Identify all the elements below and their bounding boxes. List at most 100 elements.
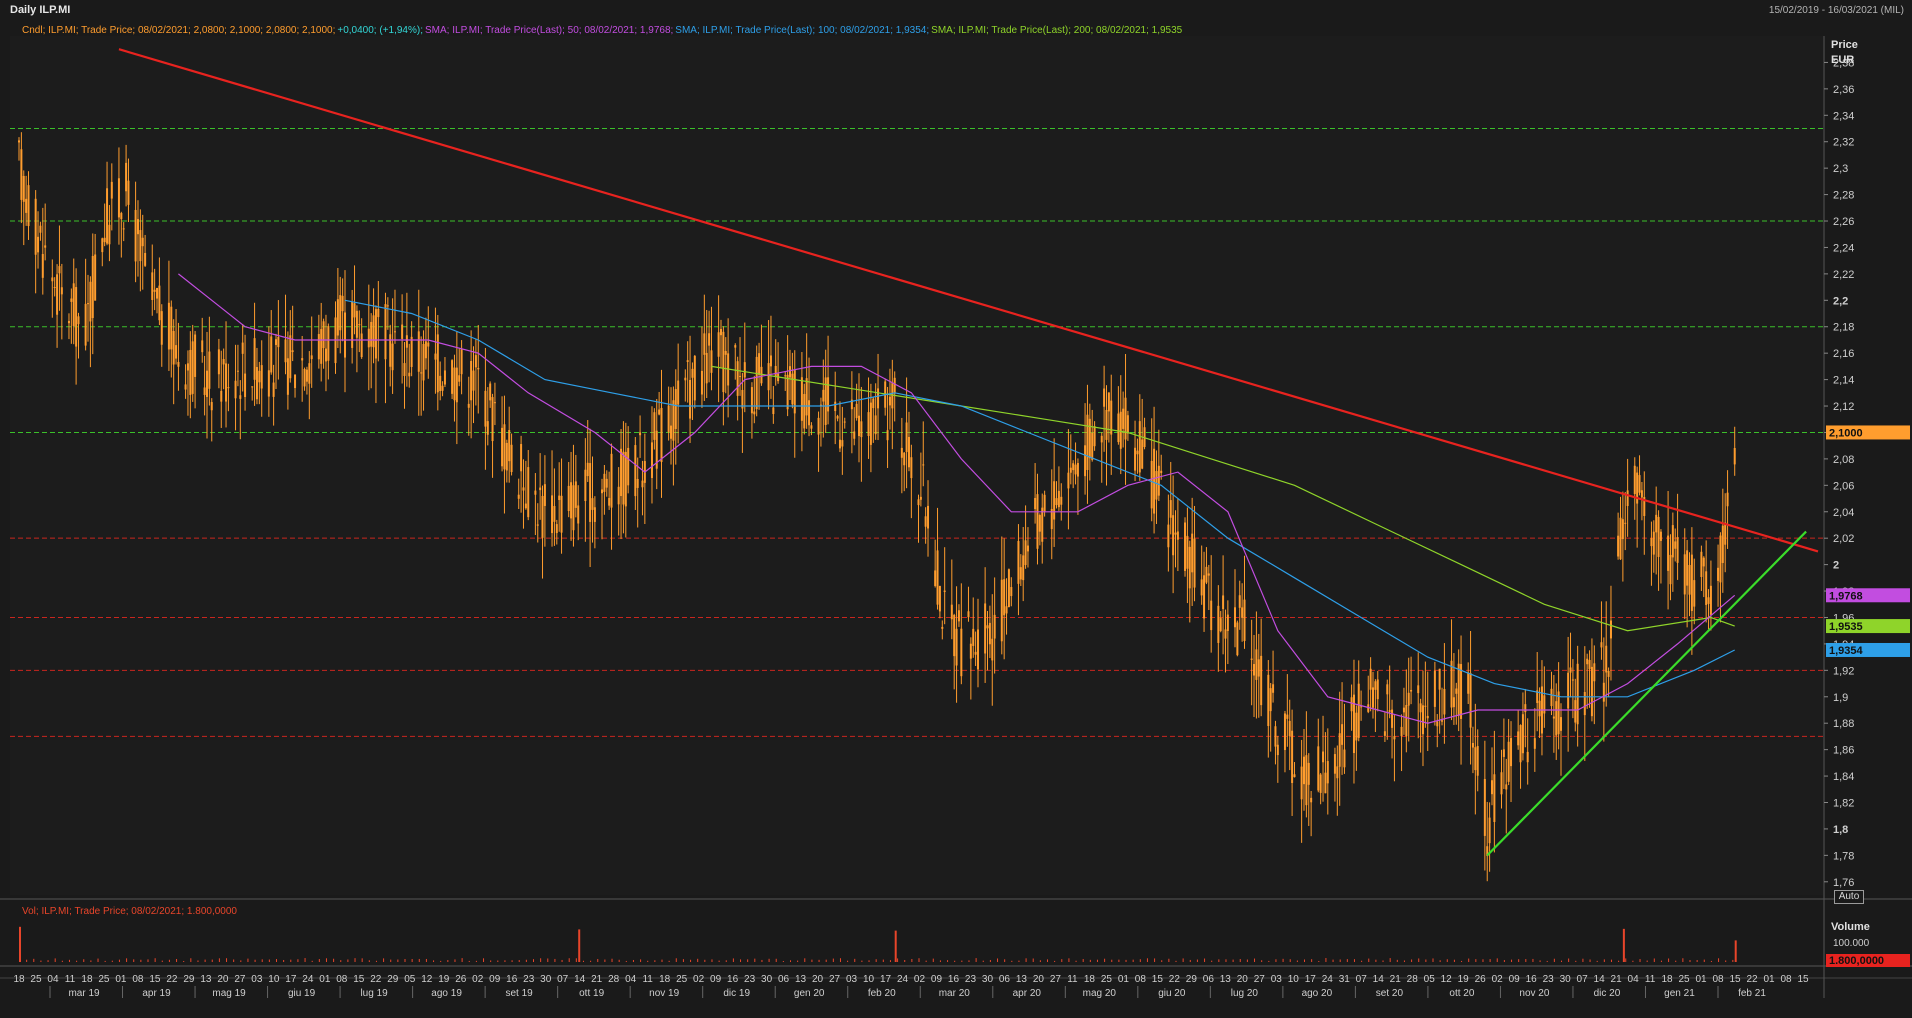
candle-body	[94, 254, 97, 301]
candle-body	[18, 140, 20, 143]
date-tick-label: 07	[1577, 974, 1589, 985]
candle-body	[208, 351, 211, 389]
volume-bar	[1439, 960, 1441, 962]
candle-body	[1724, 522, 1727, 545]
candle-body	[101, 238, 104, 253]
date-tick-label: 01	[1695, 974, 1707, 985]
candle-body	[1360, 706, 1363, 708]
volume-bar	[433, 960, 435, 962]
candle-body	[1676, 537, 1679, 563]
date-tick-label: 05	[404, 974, 416, 985]
candle-body	[455, 367, 458, 403]
volume-bar	[661, 959, 663, 962]
price-tick-label: 2,02	[1833, 533, 1854, 545]
candle-body	[472, 370, 475, 391]
candle-body	[758, 353, 761, 375]
volume-spike	[1622, 928, 1625, 962]
candle-body	[391, 343, 394, 371]
candle-body	[610, 453, 613, 508]
date-tick-label: 25	[98, 974, 110, 985]
candle-body	[819, 404, 822, 406]
candle-body	[324, 348, 327, 362]
chart-area[interactable]: 2,38 2,36 2,34 2,32 2,3 2,28 2,26 2,24 2,22 2,2 2,…	[0, 20, 1912, 1018]
candle-body	[967, 611, 970, 618]
date-tick-label: 27	[1254, 974, 1266, 985]
candle-body	[641, 480, 644, 488]
candle-body	[186, 363, 189, 371]
volume-bar	[325, 958, 327, 962]
candle-body	[577, 505, 580, 524]
volume-bar	[1218, 959, 1220, 962]
candle-body	[434, 353, 437, 360]
volume-bar	[1418, 958, 1420, 962]
candle-body	[341, 295, 344, 312]
volume-bar	[1403, 960, 1405, 962]
candle-body	[355, 310, 358, 338]
candle-body	[484, 390, 487, 427]
candle-body	[37, 236, 40, 253]
value-badge-label: 2,1000	[1829, 427, 1863, 439]
candle-body	[317, 334, 320, 360]
candle-body	[158, 285, 161, 321]
candle-body	[719, 328, 722, 336]
candle-body	[417, 331, 420, 372]
candle-body	[672, 400, 675, 441]
date-tick-label: 17	[1305, 974, 1317, 985]
candle-body	[891, 383, 894, 409]
volume-bar	[1047, 959, 1048, 962]
candle-body	[1700, 551, 1703, 578]
volume-spike	[578, 929, 581, 962]
volume-bar	[1282, 958, 1284, 962]
date-tick-label: 29	[1186, 974, 1198, 985]
candle-body	[1702, 557, 1705, 567]
volume-bar	[961, 960, 963, 962]
volume-bar	[1382, 960, 1384, 962]
candle-body	[34, 198, 37, 255]
volume-bar	[1375, 959, 1377, 962]
candle-body	[501, 427, 504, 467]
candle-body	[722, 331, 725, 393]
value-badge-bg	[1826, 588, 1910, 603]
volume-bar	[147, 959, 149, 962]
month-label: dic 20	[1594, 988, 1621, 999]
candle-body	[772, 407, 775, 415]
candle-body	[1410, 689, 1413, 692]
candle-body	[1726, 492, 1729, 507]
candle-body	[244, 373, 247, 398]
volume-bar	[254, 959, 256, 962]
candle-body	[1386, 684, 1389, 695]
price-tick-label: 2,08	[1833, 454, 1854, 466]
candle-body	[289, 335, 292, 379]
volume-bar	[511, 960, 513, 962]
candle-body	[1272, 684, 1275, 693]
volume-bar	[1725, 960, 1727, 962]
candle-body	[136, 219, 139, 235]
volume-bar	[1339, 959, 1341, 962]
volume-bar	[1089, 959, 1091, 962]
candle-body	[520, 444, 523, 472]
candle-body	[493, 402, 496, 404]
volume-bar	[504, 960, 506, 962]
volume-bar	[1632, 960, 1634, 962]
auto-scale-button[interactable]: Auto	[1834, 890, 1864, 904]
volume-bar	[1682, 958, 1684, 962]
candle-body	[358, 324, 361, 326]
candle-body	[1110, 400, 1113, 435]
date-tick-label: 14	[1594, 974, 1606, 985]
date-tick-label: 23	[744, 974, 756, 985]
candle-body	[793, 370, 796, 414]
candle-body	[824, 377, 827, 425]
date-tick-label: 21	[1390, 974, 1402, 985]
candle-body	[624, 451, 627, 507]
candle-body	[443, 370, 446, 385]
date-tick-label: 20	[812, 974, 824, 985]
volume-bar	[1532, 958, 1534, 962]
candle-body	[922, 464, 925, 466]
candle-body	[1172, 515, 1175, 556]
month-label: giu 20	[1158, 988, 1186, 999]
candle-body	[1690, 554, 1693, 611]
date-tick-label: 09	[710, 974, 722, 985]
volume-bar	[133, 959, 135, 962]
candle-body	[860, 421, 863, 438]
volume-bar	[1660, 960, 1662, 962]
